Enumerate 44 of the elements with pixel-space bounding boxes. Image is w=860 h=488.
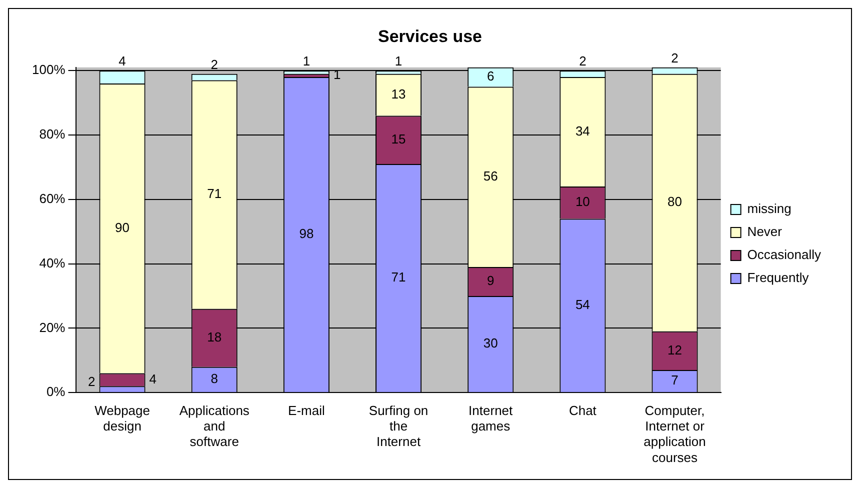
data-label: 2 xyxy=(88,374,96,390)
y-tick-label: 20% xyxy=(39,320,66,335)
data-label: 56 xyxy=(483,168,498,184)
data-label: 6 xyxy=(486,68,494,84)
data-label: 9 xyxy=(486,273,494,288)
data-label: 98 xyxy=(299,226,314,242)
data-label: 71 xyxy=(391,270,406,285)
data-label: 18 xyxy=(207,329,222,344)
data-label: 1 xyxy=(302,54,310,69)
data-label: 34 xyxy=(575,123,590,138)
data-label: 2 xyxy=(210,56,218,72)
data-label: 15 xyxy=(391,131,406,146)
y-tick-label: 40% xyxy=(39,255,66,270)
chart-title: Services use xyxy=(378,26,482,46)
data-label: 4 xyxy=(118,54,126,69)
legend-label: missing xyxy=(747,201,792,216)
legend-label: Frequently xyxy=(747,270,810,286)
data-label: 2 xyxy=(671,50,678,66)
data-label: 30 xyxy=(483,336,498,351)
x-tick-label: Chat xyxy=(568,402,597,418)
data-label: 13 xyxy=(391,86,406,102)
data-label: 4 xyxy=(149,371,157,386)
y-tick-label: 0% xyxy=(46,384,66,400)
data-label: 1 xyxy=(394,54,402,69)
data-label: 12 xyxy=(668,342,682,358)
x-tick-label: Computer, Internet or application courses xyxy=(644,402,706,465)
data-label: 7 xyxy=(671,372,678,388)
data-label: 71 xyxy=(207,186,222,202)
legend-label: Never xyxy=(747,224,783,240)
data-label: 80 xyxy=(668,194,682,210)
data-label: 10 xyxy=(575,194,590,210)
y-tick-label: 100% xyxy=(32,62,66,78)
data-label: 90 xyxy=(115,220,130,235)
y-tick-label: 60% xyxy=(39,190,66,206)
data-label: 8 xyxy=(210,371,218,386)
x-tick-label: Surfing on the Internet xyxy=(368,402,428,450)
data-label: 2 xyxy=(579,54,586,69)
x-tick-label: E-mail xyxy=(288,402,325,418)
x-tick-label: Webpage design xyxy=(94,402,150,434)
x-tick-label: Applications and software xyxy=(179,402,250,450)
y-tick-label: 80% xyxy=(39,126,66,142)
data-label: 54 xyxy=(575,296,590,312)
x-tick-label: Internet games xyxy=(468,402,514,434)
legend-label: Occasionally xyxy=(747,247,822,262)
